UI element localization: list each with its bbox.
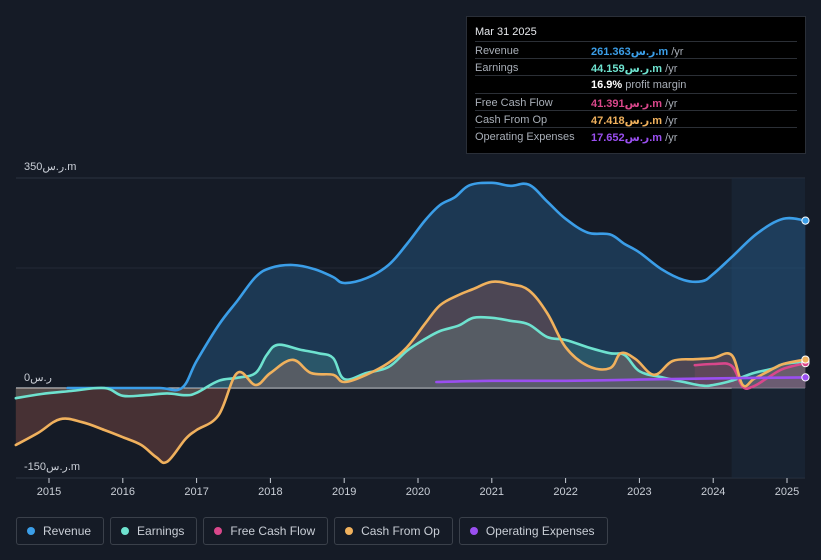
tooltip-row-label: Free Cash Flow <box>475 96 553 109</box>
legend-label: Earnings <box>137 524 185 538</box>
legend-item-operating-expenses[interactable]: Operating Expenses <box>458 517 608 545</box>
legend-dot-icon <box>214 527 223 535</box>
x-tick-label-2023: 2023 <box>627 486 651 498</box>
legend-label: Operating Expenses <box>485 524 595 538</box>
legend-item-revenue[interactable]: Revenue <box>16 517 105 545</box>
tooltip-row: Earnings 44.159ر.س.m /yr <box>475 58 797 76</box>
legend-dot-icon <box>469 527 478 535</box>
x-tick-label-2021: 2021 <box>480 486 504 498</box>
x-tick-label-2016: 2016 <box>111 486 135 498</box>
tooltip-row-value: 17.652ر.س.m /yr <box>591 132 678 144</box>
earnings-area <box>15 317 806 399</box>
tooltip-row-value: 44.159ر.س.m /yr <box>591 63 678 76</box>
legend-dot-icon <box>27 527 35 535</box>
y-axis-label-top: 350ر.س.m <box>24 161 76 173</box>
legend-label: Cash From Op <box>361 524 440 538</box>
operating-expenses-end-point <box>801 373 810 382</box>
legend-label: Free Cash Flow <box>230 524 316 538</box>
legend-item-free-cash-flow[interactable]: Free Cash Flow <box>203 517 329 545</box>
tooltip-row-value: 16.9% profit margin <box>591 79 687 92</box>
x-tick-label-2017: 2017 <box>184 486 208 498</box>
revenue-end-point <box>801 216 810 225</box>
tooltip-row: Operating Expenses 17.652ر.س.m /yr <box>475 127 797 145</box>
tooltip-row-value: 47.418ر.س.m /yr <box>591 114 678 127</box>
operating-expenses-line <box>435 376 807 384</box>
series-lines <box>14 181 807 465</box>
legend-item-cash-from-op[interactable]: Cash From Op <box>334 517 453 545</box>
cash-from-op-end-point <box>801 355 810 364</box>
legend-dot-icon <box>121 527 130 535</box>
legend-dot-icon <box>345 527 354 535</box>
revenue-area <box>67 182 806 391</box>
tooltip-row-value: 261.363ر.س.m /yr <box>591 46 684 58</box>
legend: Revenue Earnings Free Cash Flow Cash From O… <box>16 517 614 547</box>
x-tick-label-2019: 2019 <box>332 486 356 498</box>
tooltip-row-label: Earnings <box>475 62 519 75</box>
tooltip-row: Revenue 261.363ر.س.m /yr <box>475 41 797 59</box>
free-cash-flow-line <box>693 361 807 390</box>
cash-from-op-area <box>15 281 806 463</box>
series-end-markers <box>801 216 810 382</box>
x-tick-label-2020: 2020 <box>406 486 430 498</box>
x-tick-label-2024: 2024 <box>701 486 725 498</box>
x-tick-label-2022: 2022 <box>553 486 577 498</box>
earnings-line <box>14 315 807 400</box>
legend-label: Revenue <box>43 524 92 538</box>
tooltip-row-value: 41.391ر.س.m /yr <box>591 97 678 110</box>
tooltip-row-label: Revenue <box>475 45 520 57</box>
y-axis-label-zero: 0ر.س <box>24 372 52 384</box>
revenue-line <box>66 181 807 392</box>
tooltip-row: Free Cash Flow 41.391ر.س.m /yr <box>475 92 797 111</box>
cash-from-op-line <box>14 280 807 465</box>
tooltip-row: 16.9% profit margin <box>475 75 797 93</box>
tooltip-row: Cash From Op 47.418ر.س.m /yr <box>475 109 797 128</box>
x-tick-label-2025: 2025 <box>775 486 799 498</box>
tooltip-date: Mar 31 2025 <box>475 26 537 38</box>
series-areas <box>15 182 806 463</box>
data-tooltip: Mar 31 2025 Revenue 261.363ر.س.m /yr Earni… <box>466 16 806 154</box>
x-tick-label-2018: 2018 <box>258 486 282 498</box>
axes: 350ر.س.m 0ر.س -150ر.س.m <box>24 161 80 473</box>
x-axis-ticks: 2015 2016 2017 2018 2019 2020 2021 2022 2023 2024… <box>37 478 799 498</box>
forecast-shading <box>731 178 805 478</box>
tooltip-row-label: Operating Expenses <box>475 131 575 143</box>
x-tick-label-2015: 2015 <box>37 486 61 498</box>
tooltip-row-label: Cash From Op <box>475 113 548 126</box>
y-axis-label-bottom: -150ر.س.m <box>24 461 80 473</box>
legend-item-earnings[interactable]: Earnings <box>110 517 198 545</box>
